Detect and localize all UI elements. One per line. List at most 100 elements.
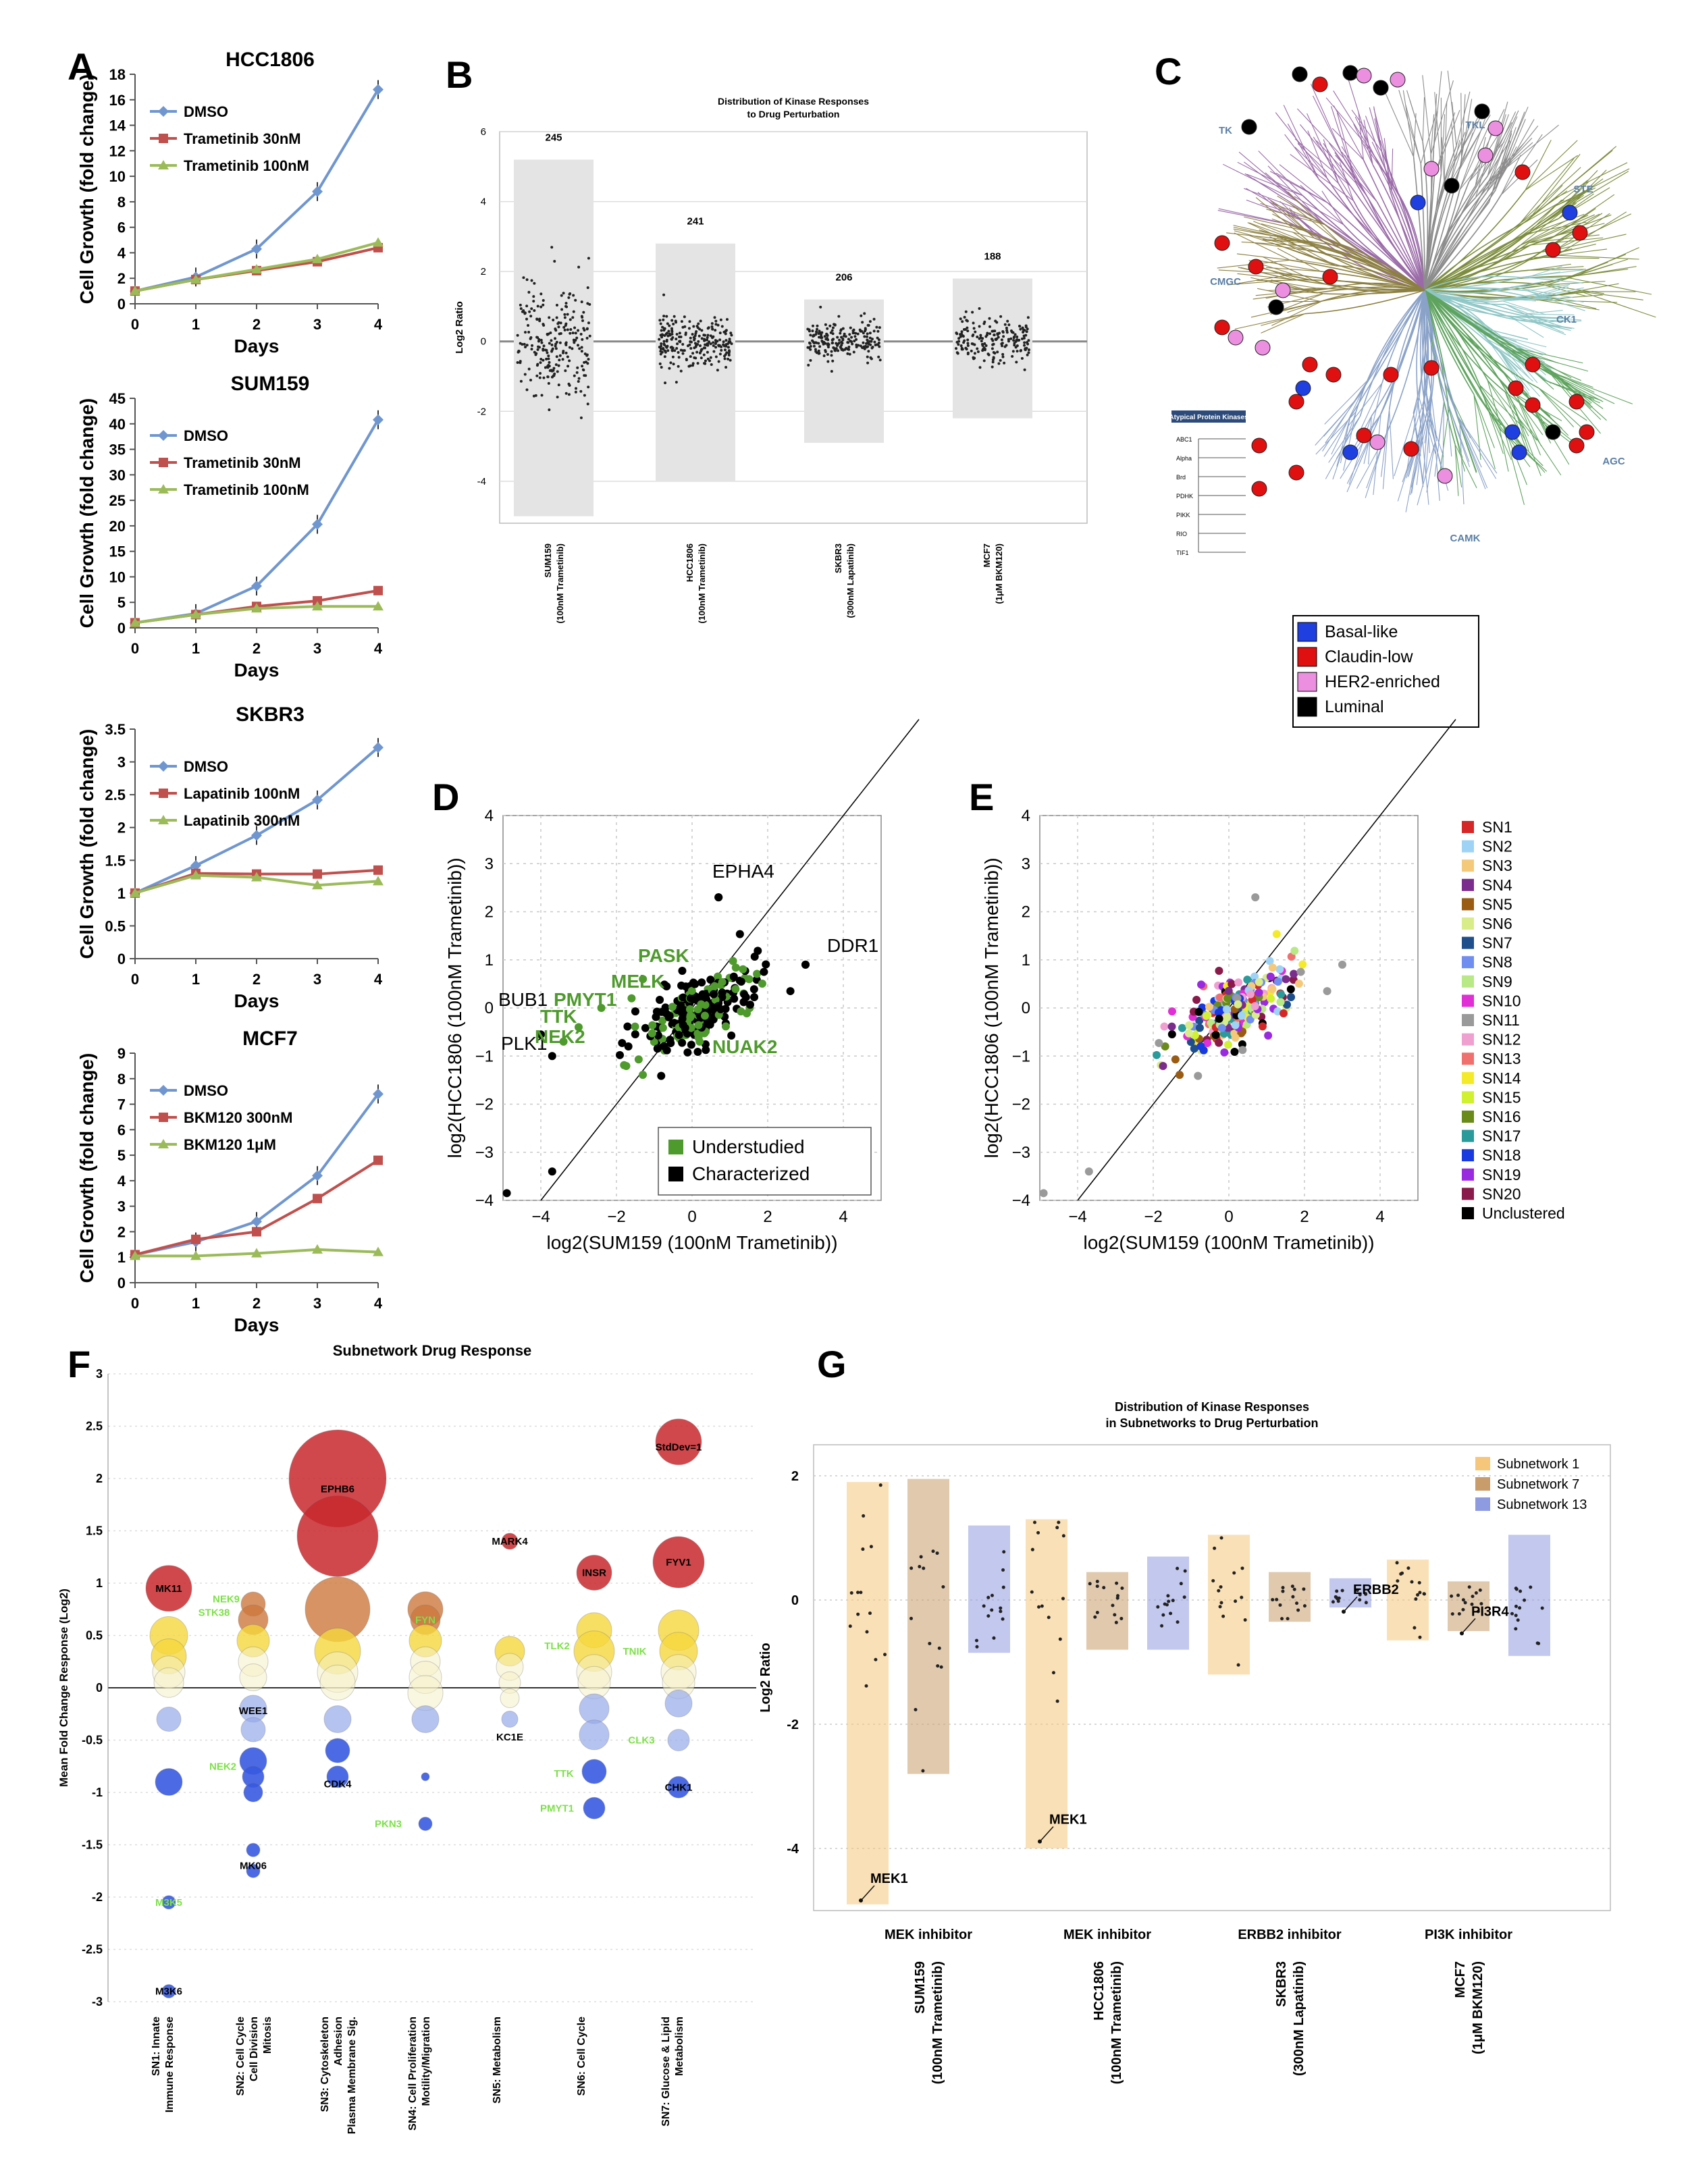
inset-label: Alpha: [1176, 455, 1192, 462]
data-point: [565, 305, 569, 309]
data-point: [861, 1547, 865, 1551]
data-point: [1214, 1009, 1223, 1017]
data-point: [190, 860, 201, 872]
tree-twig: [1504, 304, 1535, 313]
data-point: [712, 341, 715, 344]
legend-swatch: [1462, 1168, 1474, 1181]
tree-twig: [1538, 388, 1587, 421]
data-point: [1115, 1596, 1119, 1600]
data-point: [158, 1085, 169, 1096]
subtype-marker: [1342, 65, 1359, 81]
panel-letter-f: F: [68, 1343, 90, 1385]
tree-twig: [1323, 139, 1340, 184]
data-point: [562, 351, 565, 354]
subtype-marker: [1508, 380, 1524, 396]
chart-title: SKBR3: [236, 703, 305, 726]
y-tick-label: 4: [485, 807, 494, 825]
data-point: [824, 323, 827, 326]
data-point: [697, 340, 700, 343]
data-point: [753, 969, 762, 978]
tree-twig: [1333, 90, 1371, 150]
data-point: [1514, 1614, 1518, 1618]
data-point: [1414, 1597, 1418, 1601]
data-point: [1167, 1030, 1176, 1039]
data-point: [966, 352, 970, 356]
legend-box: [658, 1127, 872, 1196]
data-point: [1120, 1587, 1124, 1591]
legend-swatch: [1462, 936, 1474, 949]
data-point: [1018, 325, 1022, 328]
bubble-label: TTK: [554, 1768, 573, 1780]
data-point: [1413, 1626, 1417, 1630]
data-point: [1236, 1663, 1240, 1667]
x-tick-label: 4: [374, 316, 383, 333]
data-point: [573, 326, 577, 329]
tree-twig: [1360, 124, 1373, 165]
data-point: [553, 260, 556, 263]
data-point: [717, 360, 720, 363]
data-point: [1250, 972, 1259, 981]
tree-twig: [1417, 442, 1435, 506]
data-point: [1474, 1591, 1478, 1595]
tree-twig: [1556, 234, 1627, 250]
data-point: [963, 315, 966, 319]
data-point: [656, 995, 664, 1004]
data-point: [826, 336, 829, 340]
data-point: [519, 361, 522, 365]
data-point: [684, 333, 687, 336]
data-point: [1001, 344, 1004, 348]
data-point: [1195, 1016, 1204, 1025]
tree-branch: [1376, 201, 1425, 291]
data-point: [527, 367, 531, 371]
bubble: [411, 1705, 440, 1733]
data-point: [831, 359, 835, 363]
data-point: [1514, 1627, 1518, 1631]
tree-twig: [1279, 164, 1329, 204]
subtype-marker: [1514, 164, 1531, 180]
y-tick-label: 0.5: [105, 917, 126, 934]
kinase-group-label: CAMK: [1450, 533, 1481, 544]
x-tick-label: 0: [131, 640, 139, 657]
data-point: [252, 1227, 261, 1237]
legend-swatch: [1462, 1033, 1474, 1046]
tree-twig: [1223, 163, 1298, 202]
tree-twig: [1325, 397, 1359, 444]
data-point: [919, 1555, 923, 1559]
data-point: [158, 815, 169, 824]
data-point: [1119, 1616, 1124, 1620]
data-point: [691, 980, 700, 988]
data-point: [566, 355, 569, 358]
data-point: [660, 366, 663, 369]
data-point: [519, 303, 522, 307]
data-point: [973, 352, 976, 355]
data-point: [1160, 1022, 1169, 1031]
data-point: [999, 358, 1002, 362]
tree-twig: [1287, 300, 1323, 313]
data-point: [1479, 1601, 1483, 1605]
x-tick-label: 3: [313, 640, 321, 657]
data-point: [997, 336, 1000, 339]
legend-label: SN12: [1482, 1031, 1521, 1048]
x-tick-label: 0: [131, 316, 139, 333]
tree-twig: [1420, 113, 1437, 164]
data-point: [1240, 1566, 1244, 1570]
data-point: [988, 317, 991, 320]
x-tick-label: −2: [1144, 1208, 1162, 1226]
tree-twig: [1519, 167, 1581, 224]
data-point: [312, 601, 323, 611]
legend-swatch: [1462, 898, 1474, 911]
data-point: [547, 364, 550, 367]
data-point: [677, 356, 681, 359]
data-point: [722, 344, 726, 348]
data-point: [693, 342, 697, 345]
data-point: [516, 334, 519, 337]
legend-swatch: [1462, 917, 1474, 930]
data-point: [729, 358, 732, 362]
bubble-label: CHK1: [665, 1782, 693, 1793]
data-point: [530, 348, 533, 351]
data-point: [849, 326, 852, 329]
data-point: [681, 325, 685, 329]
tree-twig: [1271, 300, 1323, 326]
y-tick-label: 0: [1022, 999, 1030, 1017]
tree-twig: [1353, 124, 1373, 165]
